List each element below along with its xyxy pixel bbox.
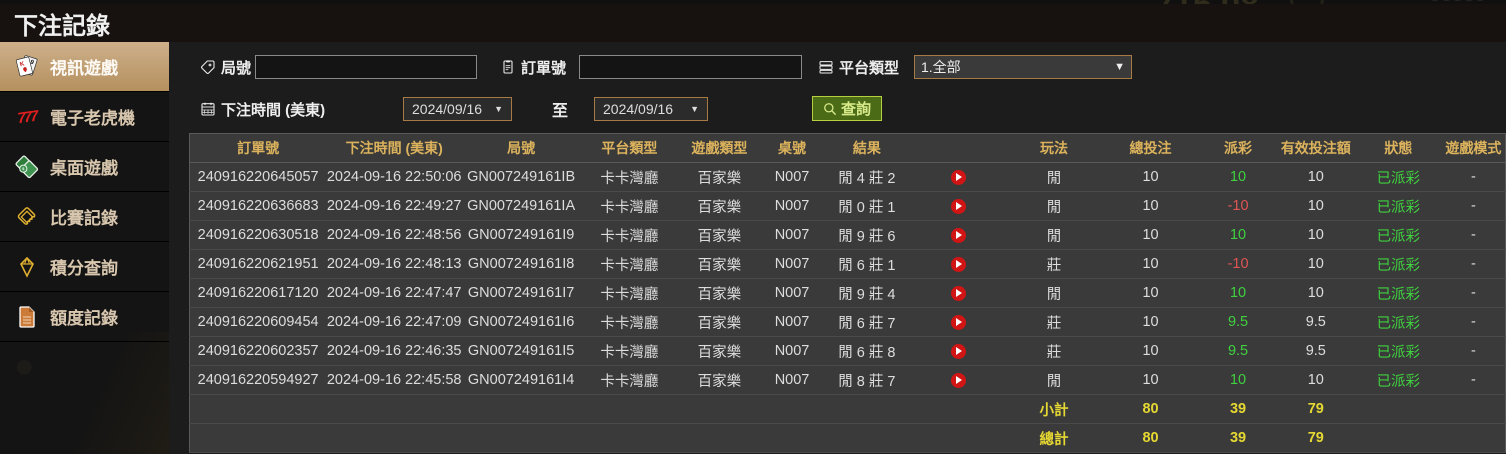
svg-text:777: 777 xyxy=(16,107,40,127)
